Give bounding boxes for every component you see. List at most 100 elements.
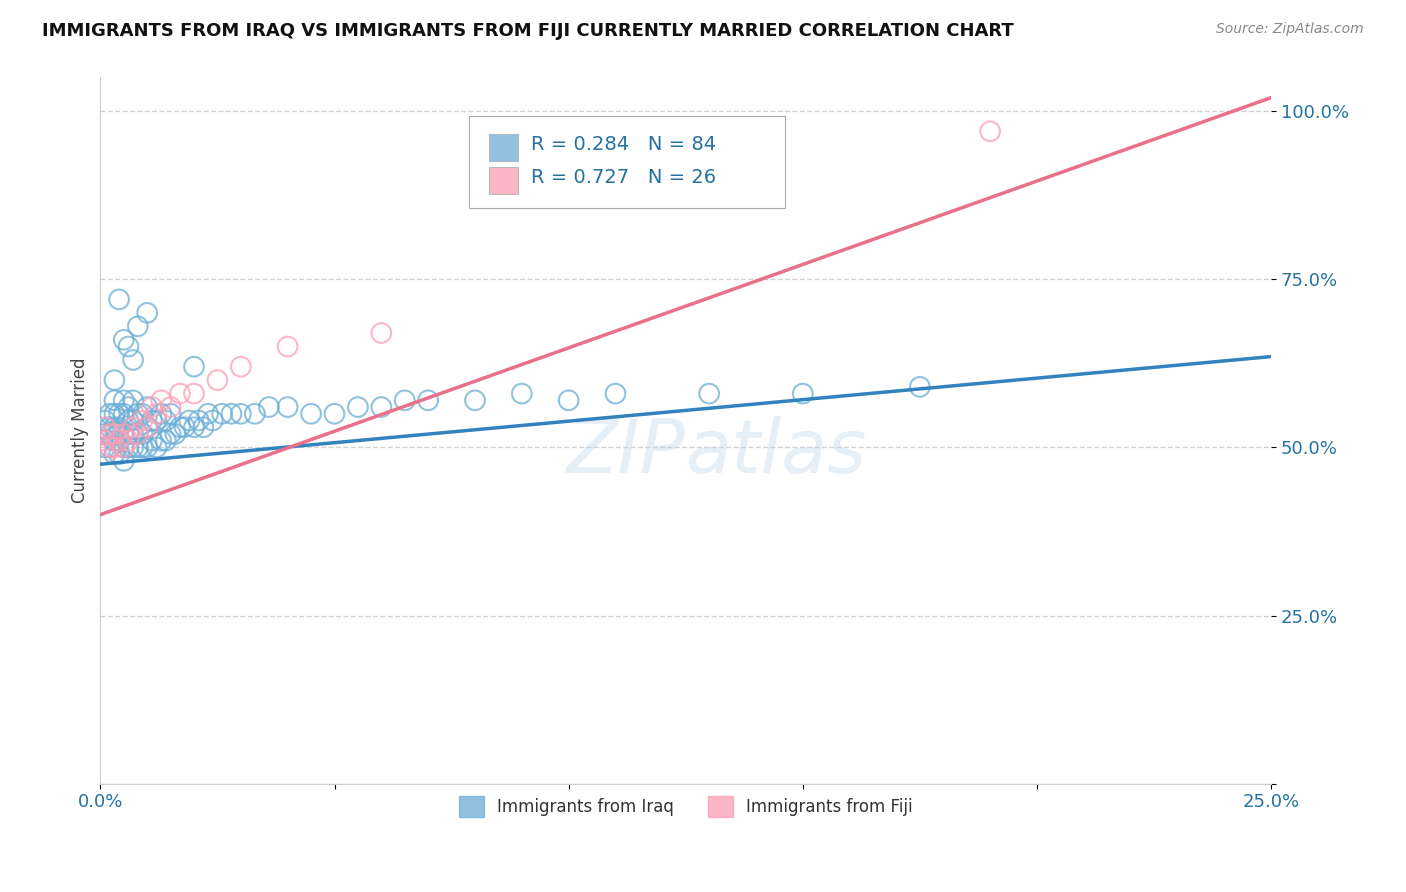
Point xyxy=(159,407,181,421)
Point xyxy=(117,339,139,353)
Point xyxy=(323,407,346,421)
Point xyxy=(98,407,121,421)
Point xyxy=(277,339,299,353)
Point xyxy=(179,413,201,427)
Point xyxy=(112,454,135,468)
Point xyxy=(159,426,181,441)
Point xyxy=(112,333,135,347)
Point xyxy=(131,441,153,455)
Point xyxy=(510,386,533,401)
Point xyxy=(257,400,280,414)
Point xyxy=(103,434,125,448)
Point xyxy=(112,393,135,408)
Point xyxy=(122,426,145,441)
Text: R = 0.727   N = 26: R = 0.727 N = 26 xyxy=(531,169,716,187)
Point xyxy=(108,447,131,461)
Text: ZIP: ZIP xyxy=(567,416,686,488)
Text: atlas: atlas xyxy=(686,416,868,488)
Point xyxy=(155,413,177,427)
Point xyxy=(145,441,167,455)
Text: R = 0.284   N = 84: R = 0.284 N = 84 xyxy=(531,135,716,154)
Point xyxy=(127,426,149,441)
Point xyxy=(165,426,187,441)
Point xyxy=(127,441,149,455)
Point xyxy=(183,386,205,401)
Point xyxy=(159,400,181,414)
Point xyxy=(136,441,159,455)
Y-axis label: Currently Married: Currently Married xyxy=(72,358,89,503)
FancyBboxPatch shape xyxy=(470,116,785,208)
Point xyxy=(98,441,121,455)
Point xyxy=(136,400,159,414)
Point xyxy=(117,400,139,414)
Point xyxy=(131,426,153,441)
Point xyxy=(370,326,392,340)
Point xyxy=(103,447,125,461)
Point xyxy=(207,373,229,387)
Point xyxy=(145,407,167,421)
Point xyxy=(211,407,233,421)
Point xyxy=(103,420,125,434)
Legend: Immigrants from Iraq, Immigrants from Fiji: Immigrants from Iraq, Immigrants from Fi… xyxy=(451,788,921,825)
Point xyxy=(103,441,125,455)
Point xyxy=(127,407,149,421)
Point xyxy=(418,393,440,408)
Point xyxy=(108,407,131,421)
Point xyxy=(108,420,131,434)
Point xyxy=(112,426,135,441)
Point xyxy=(201,413,224,427)
Point xyxy=(150,434,173,448)
Point xyxy=(103,426,125,441)
Point xyxy=(112,441,135,455)
Point xyxy=(94,441,117,455)
Point xyxy=(277,400,299,414)
Point xyxy=(150,393,173,408)
Point xyxy=(150,407,173,421)
Point xyxy=(464,393,486,408)
Point xyxy=(792,386,814,401)
Bar xyxy=(489,134,519,161)
Point xyxy=(112,426,135,441)
Point xyxy=(122,420,145,434)
Point xyxy=(557,393,579,408)
Point xyxy=(187,413,209,427)
Point xyxy=(122,413,145,427)
Point xyxy=(141,413,163,427)
Point xyxy=(103,373,125,387)
Point xyxy=(108,293,131,307)
Point xyxy=(173,420,195,434)
Point xyxy=(127,319,149,334)
Point xyxy=(98,420,121,434)
Point xyxy=(94,434,117,448)
Point xyxy=(908,380,931,394)
Point xyxy=(979,124,1001,138)
Point xyxy=(370,400,392,414)
Point xyxy=(98,426,121,441)
Point xyxy=(183,359,205,374)
Point xyxy=(169,386,191,401)
Bar xyxy=(489,167,519,194)
Point xyxy=(117,426,139,441)
Point xyxy=(108,434,131,448)
Point xyxy=(112,441,135,455)
Point xyxy=(136,420,159,434)
Point xyxy=(117,413,139,427)
Point xyxy=(131,413,153,427)
Point xyxy=(94,426,117,441)
Point xyxy=(155,434,177,448)
Point xyxy=(229,407,252,421)
Point xyxy=(122,353,145,368)
Point xyxy=(169,420,191,434)
Point xyxy=(697,386,720,401)
Point xyxy=(122,441,145,455)
Point xyxy=(299,407,322,421)
Point xyxy=(136,420,159,434)
Point xyxy=(141,434,163,448)
Point xyxy=(136,306,159,320)
Point xyxy=(193,420,215,434)
Point xyxy=(117,441,139,455)
Point xyxy=(183,420,205,434)
Point xyxy=(94,420,117,434)
Point xyxy=(141,400,163,414)
Point xyxy=(94,447,117,461)
